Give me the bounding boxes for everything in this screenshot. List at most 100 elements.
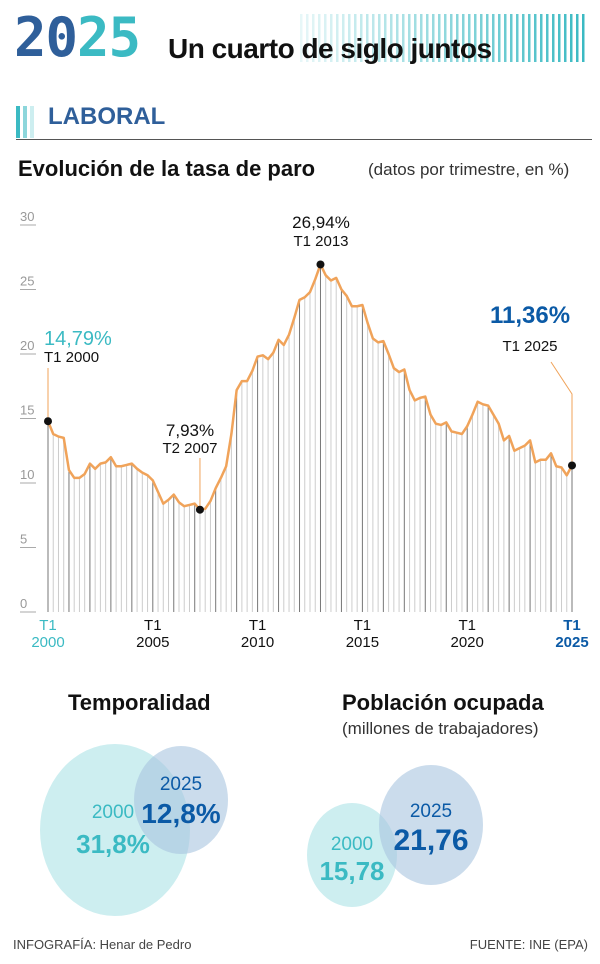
stripe xyxy=(576,14,579,62)
stripe xyxy=(534,14,537,62)
stripe xyxy=(402,14,405,62)
stripe xyxy=(468,14,471,62)
annotation-value: 11,36% xyxy=(490,302,570,329)
poblacion-2025-bubble xyxy=(379,765,483,885)
x-tick-label: T1 xyxy=(354,617,372,634)
stripe xyxy=(324,14,327,62)
stripe xyxy=(480,14,483,62)
stripe xyxy=(414,14,417,62)
stripe xyxy=(396,14,399,62)
stripe xyxy=(444,14,447,62)
annotation-label: T1 2025 xyxy=(502,338,557,355)
stripe xyxy=(450,14,453,62)
temporalidad-2025-value: 12,8% xyxy=(141,798,220,829)
data-point-marker xyxy=(44,417,52,426)
stripe xyxy=(300,14,303,62)
stripe xyxy=(486,14,489,62)
stripe xyxy=(522,14,525,62)
chart-subtitle: (datos por trimestre, en %) xyxy=(368,160,570,179)
temporalidad-2025-bubble xyxy=(134,746,228,854)
stripe xyxy=(420,14,423,62)
temporalidad-title: Temporalidad xyxy=(68,690,211,715)
x-tick-year: 2015 xyxy=(346,634,379,651)
stripe xyxy=(330,14,333,62)
annotation-label: T1 2013 xyxy=(293,233,348,250)
section-divider xyxy=(16,139,592,140)
unemployment-line xyxy=(46,263,574,511)
stripe xyxy=(540,14,543,62)
annotation-leader xyxy=(550,361,573,466)
y-tick-label: 25 xyxy=(20,274,34,289)
source: FUENTE: INE (EPA) xyxy=(469,937,588,952)
section-title: LABORAL xyxy=(48,103,166,130)
stripe xyxy=(336,14,339,62)
stripe xyxy=(342,14,345,62)
annotation-value: 26,94% xyxy=(292,213,350,232)
stripe xyxy=(360,14,363,62)
credit: INFOGRAFÍA: Henar de Pedro xyxy=(13,937,192,952)
stripe xyxy=(432,14,435,62)
section-bars-icon xyxy=(16,106,34,138)
x-tick-label: T1 xyxy=(144,617,162,634)
stripe xyxy=(312,14,315,62)
annotation-value: 7,93% xyxy=(166,421,214,440)
logo-left: 20 xyxy=(14,6,78,69)
stripe xyxy=(438,14,441,62)
stripe xyxy=(474,14,477,62)
stripe xyxy=(384,14,387,62)
logo-2025: 2025 xyxy=(14,6,141,69)
poblacion-2000-bubble xyxy=(307,803,397,907)
stripe xyxy=(552,14,555,62)
bubbles: 2000 31,8% 2025 12,8% 2000 15,78 2025 21… xyxy=(40,744,483,916)
temporalidad-2025-year: 2025 xyxy=(160,774,202,795)
stripe xyxy=(426,14,429,62)
stripe xyxy=(366,14,369,62)
stripe xyxy=(462,14,465,62)
stripe xyxy=(510,14,513,62)
stripe xyxy=(492,14,495,62)
annotation-label: T1 2000 xyxy=(44,349,99,366)
data-point-marker xyxy=(316,260,325,269)
data-point-marker xyxy=(195,505,204,514)
decorative-stripes xyxy=(300,14,585,62)
data-point-marker xyxy=(568,461,576,470)
x-tick-year: 2010 xyxy=(241,634,274,651)
stripe xyxy=(456,14,459,62)
stripe xyxy=(390,14,393,62)
x-tick-label: T1 xyxy=(39,617,57,634)
y-tick-label: 15 xyxy=(20,403,34,418)
stripe xyxy=(546,14,549,62)
stripe xyxy=(306,14,309,62)
stripe xyxy=(498,14,501,62)
stripe xyxy=(348,14,351,62)
stripe xyxy=(372,14,375,62)
y-tick-label: 20 xyxy=(20,338,34,353)
y-tick-label: 0 xyxy=(20,596,27,611)
stripe xyxy=(528,14,531,62)
annotation-value: 14,79% xyxy=(44,328,112,350)
stripe xyxy=(354,14,357,62)
x-tick-label: T1 xyxy=(563,617,581,634)
x-tick-label: T1 xyxy=(249,617,267,634)
x-tick-year: 2005 xyxy=(136,634,169,651)
stripe xyxy=(570,14,573,62)
temporalidad-2000-year: 2000 xyxy=(92,802,134,823)
stripe xyxy=(564,14,567,62)
poblacion-2025-value: 21,76 xyxy=(393,824,468,857)
logo-right: 25 xyxy=(77,6,141,69)
stripe xyxy=(516,14,519,62)
unemployment-chart: 051015202530T12000T12005T12010T12015T120… xyxy=(20,209,589,651)
stripe xyxy=(558,14,561,62)
stripe xyxy=(582,14,585,62)
poblacion-2000-year: 2000 xyxy=(331,834,373,855)
poblacion-title: Población ocupada xyxy=(342,690,544,715)
page-title: Un cuarto de siglo juntos xyxy=(168,33,492,64)
temporalidad-2000-value: 31,8% xyxy=(76,829,150,859)
y-tick-label: 10 xyxy=(20,467,34,482)
x-tick-year: 2020 xyxy=(451,634,484,651)
y-tick-label: 5 xyxy=(20,532,27,547)
poblacion-subtitle: (millones de trabajadores) xyxy=(342,719,539,738)
y-tick-label: 30 xyxy=(20,209,34,224)
x-tick-label: T1 xyxy=(458,617,476,634)
poblacion-2000-value: 15,78 xyxy=(319,856,384,886)
